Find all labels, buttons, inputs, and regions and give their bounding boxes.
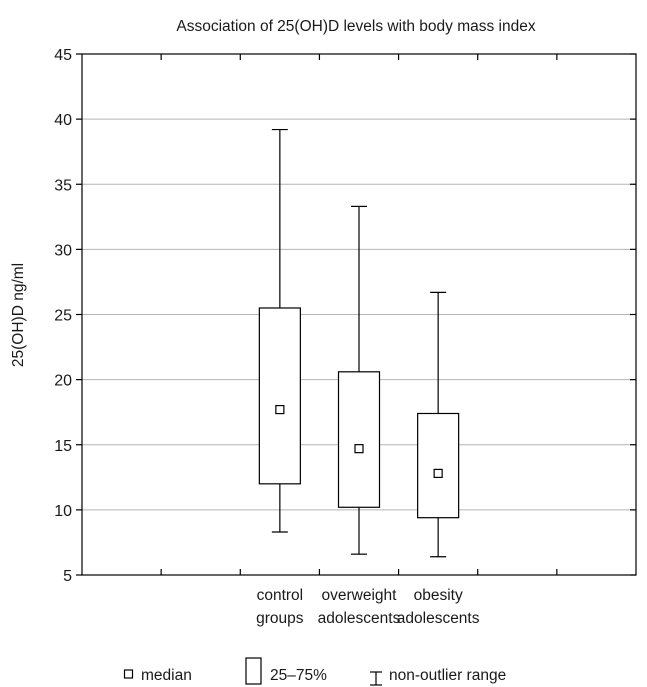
median-marker (433, 468, 443, 479)
y-tick-label-30: 30 (54, 242, 72, 259)
y-tick-label-25: 25 (54, 308, 72, 325)
chart-title: Association of 25(OH)D levels with body … (176, 18, 535, 35)
legend-median-marker (123, 669, 134, 679)
legend-box-label: 25–75% (270, 667, 327, 684)
iqr-box (417, 412, 460, 519)
median-marker (275, 404, 285, 415)
legend-median-label: median (141, 667, 192, 684)
iqr-box (337, 371, 381, 508)
y-tick-label-45: 45 (54, 47, 72, 64)
x-label-line1-1: overweight (322, 587, 398, 604)
x-label-line1-2: obesity (414, 587, 463, 604)
x-label-line1-0: control (257, 587, 304, 604)
legend-whisker-label: non-outlier range (389, 667, 506, 684)
y-tick-label-20: 20 (54, 373, 72, 390)
x-label-line2-0: groups (256, 610, 304, 627)
y-tick-label-35: 35 (54, 177, 72, 194)
plot-area-frame (81, 53, 637, 576)
legend-whisker-marker (370, 671, 382, 686)
x-axis-ticks (160, 54, 558, 575)
y-tick-label-5: 5 (63, 568, 72, 585)
box-group-1 (337, 205, 381, 555)
box-series (258, 128, 460, 558)
box-group-0 (258, 128, 301, 533)
y-tick-label-10: 10 (54, 503, 72, 520)
box-group-2 (417, 291, 460, 558)
y-tick-label-40: 40 (54, 112, 72, 129)
x-label-line2-1: adolescents (318, 610, 401, 627)
median-marker (354, 444, 364, 454)
x-label-line2-2: adolescents (397, 610, 480, 627)
y-axis-ticks: 5 10 15 20 25 30 35 40 45 (54, 47, 636, 585)
legend: median 25–75% non-outlier range (123, 657, 506, 686)
y-axis-label: 25(OH)D ng/ml (10, 263, 27, 367)
x-axis-category-labels: control groups overweight adolescents obesit… (256, 587, 480, 627)
y-tick-label-15: 15 (54, 438, 72, 455)
legend-box-marker (245, 657, 262, 685)
iqr-box (258, 307, 301, 485)
